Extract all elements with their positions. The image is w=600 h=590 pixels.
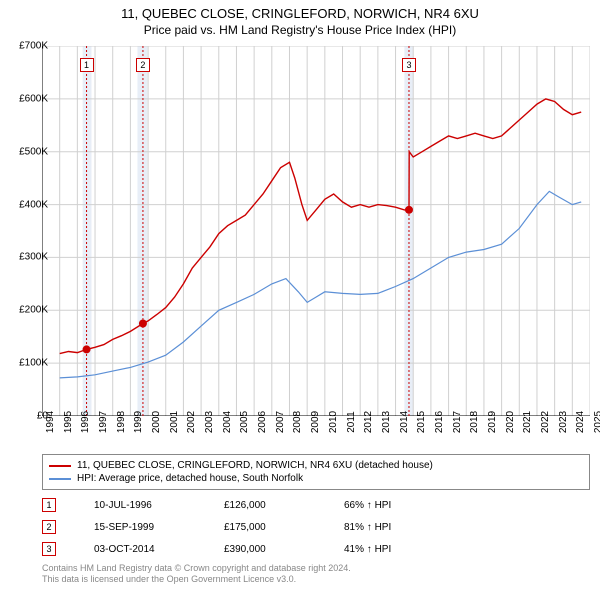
x-axis-tick-label: 2001 [169, 411, 180, 433]
x-axis-tick-label: 2006 [257, 411, 268, 433]
event-pct: 41% ↑ HPI [344, 544, 444, 555]
y-axis-tick-label: £500K [19, 146, 48, 157]
x-axis-tick-label: 2012 [363, 411, 374, 433]
event-price: £175,000 [224, 522, 344, 533]
x-axis-tick-label: 2008 [292, 411, 303, 433]
legend-label: HPI: Average price, detached house, Sout… [77, 473, 303, 484]
y-axis-tick-label: £400K [19, 199, 48, 210]
event-row: 2 15-SEP-1999£175,00081% ↑ HPI [42, 516, 444, 538]
legend-swatch [49, 478, 71, 480]
footer: Contains HM Land Registry data © Crown c… [42, 563, 351, 586]
legend-swatch [49, 465, 71, 467]
event-pct: 66% ↑ HPI [344, 500, 444, 511]
x-axis-tick-label: 1995 [63, 411, 74, 433]
legend-item: 11, QUEBEC CLOSE, CRINGLEFORD, NORWICH, … [49, 459, 583, 472]
x-axis-tick-label: 2025 [593, 411, 600, 433]
x-axis-tick-label: 2003 [204, 411, 215, 433]
x-axis-tick-label: 2000 [151, 411, 162, 433]
event-date: 03-OCT-2014 [94, 544, 224, 555]
event-table: 1 10-JUL-1996£126,00066% ↑ HPI 2 15-SEP-199… [42, 494, 444, 560]
event-marker: 2 [136, 58, 150, 72]
x-axis-tick-label: 2002 [186, 411, 197, 433]
x-axis-tick-label: 1994 [45, 411, 56, 433]
y-axis-tick-label: £700K [19, 41, 48, 52]
y-axis-tick-label: £100K [19, 358, 48, 369]
x-axis-tick-label: 1997 [98, 411, 109, 433]
event-price: £390,000 [224, 544, 344, 555]
chart-area [42, 46, 590, 416]
event-row: 3 03-OCT-2014£390,00041% ↑ HPI [42, 538, 444, 560]
legend-item: HPI: Average price, detached house, Sout… [49, 472, 583, 485]
legend-label: 11, QUEBEC CLOSE, CRINGLEFORD, NORWICH, … [77, 460, 433, 471]
event-date: 10-JUL-1996 [94, 500, 224, 511]
x-axis-tick-label: 2024 [575, 411, 586, 433]
event-marker: 3 [402, 58, 416, 72]
event-marker-box: 1 [42, 498, 56, 512]
x-axis-tick-label: 2022 [540, 411, 551, 433]
y-axis-tick-label: £200K [19, 305, 48, 316]
x-axis-tick-label: 2004 [222, 411, 233, 433]
x-axis-tick-label: 1999 [133, 411, 144, 433]
event-price: £126,000 [224, 500, 344, 511]
footer-line-1: Contains HM Land Registry data © Crown c… [42, 563, 351, 575]
x-axis-tick-label: 2020 [505, 411, 516, 433]
x-axis-tick-label: 2011 [346, 411, 357, 433]
x-axis-tick-label: 2017 [452, 411, 463, 433]
x-axis-tick-label: 2009 [310, 411, 321, 433]
event-row: 1 10-JUL-1996£126,00066% ↑ HPI [42, 494, 444, 516]
x-axis-tick-label: 2005 [239, 411, 250, 433]
x-axis-tick-label: 2015 [416, 411, 427, 433]
x-axis-tick-label: 1998 [116, 411, 127, 433]
x-axis-tick-label: 2010 [328, 411, 339, 433]
chart-svg [42, 46, 590, 416]
x-axis-tick-label: 2019 [487, 411, 498, 433]
chart-subtitle: Price paid vs. HM Land Registry's House … [0, 21, 600, 37]
x-axis-tick-label: 2016 [434, 411, 445, 433]
x-axis-tick-label: 2013 [381, 411, 392, 433]
chart-title: 11, QUEBEC CLOSE, CRINGLEFORD, NORWICH, … [0, 0, 600, 21]
x-axis-tick-label: 2014 [399, 411, 410, 433]
event-marker: 1 [80, 58, 94, 72]
x-axis-tick-label: 2023 [558, 411, 569, 433]
legend: 11, QUEBEC CLOSE, CRINGLEFORD, NORWICH, … [42, 454, 590, 490]
event-marker-box: 2 [42, 520, 56, 534]
y-axis-tick-label: £600K [19, 93, 48, 104]
x-axis-tick-label: 2018 [469, 411, 480, 433]
event-pct: 81% ↑ HPI [344, 522, 444, 533]
x-axis-tick-label: 1996 [80, 411, 91, 433]
footer-line-2: This data is licensed under the Open Gov… [42, 574, 351, 586]
x-axis-tick-label: 2021 [522, 411, 533, 433]
event-marker-box: 3 [42, 542, 56, 556]
x-axis-tick-label: 2007 [275, 411, 286, 433]
y-axis-tick-label: £300K [19, 252, 48, 263]
event-date: 15-SEP-1999 [94, 522, 224, 533]
